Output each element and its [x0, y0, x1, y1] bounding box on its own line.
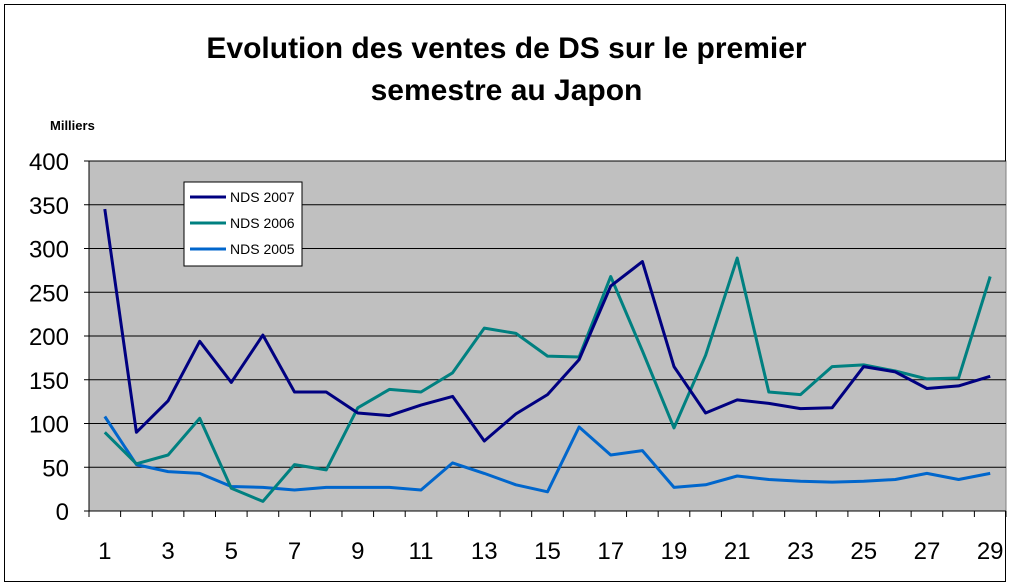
x-tick-label: 7 [288, 538, 301, 565]
x-tick-label: 13 [471, 538, 498, 565]
x-tick-label: 21 [724, 538, 751, 565]
x-tick-label: 11 [409, 538, 434, 565]
y-tick-label: 50 [42, 455, 69, 482]
x-tick-label: 9 [351, 538, 364, 565]
x-tick-label: 23 [787, 538, 814, 565]
y-tick-label: 250 [29, 280, 69, 307]
series-line-nds-2007 [103, 208, 991, 443]
series-line-nds-2006 [103, 256, 992, 503]
chart-title-line1: Evolution des ventes de DS sur le premie… [206, 32, 807, 65]
y-tick-label: 350 [29, 193, 69, 220]
series-line-nds-2005 [103, 415, 991, 494]
x-tick-label: 25 [850, 538, 877, 565]
x-tick-label: 27 [914, 538, 941, 565]
chart-title-line2: semestre au Japon [370, 74, 643, 107]
y-tick-label: 200 [29, 324, 69, 351]
y-tick-label: 100 [29, 412, 69, 439]
x-tick-label: 1 [98, 538, 111, 565]
x-tick-label: 5 [225, 538, 238, 565]
y-tick-label: 150 [29, 368, 69, 395]
x-tick-label: 15 [534, 538, 561, 565]
x-tick-label: 17 [597, 538, 624, 565]
legend-label: NDS 2006 [230, 215, 295, 231]
x-tick-label: 19 [661, 538, 688, 565]
x-tick-label: 29 [977, 538, 1004, 565]
y-unit-label: Milliers [50, 118, 95, 133]
chart-title: Evolution des ventes de DS sur le premie… [0, 28, 1013, 112]
legend-label: NDS 2007 [230, 189, 295, 205]
y-tick-label: 300 [29, 237, 69, 264]
legend-label: NDS 2005 [230, 241, 295, 257]
y-tick-label: 400 [29, 149, 69, 176]
y-tick-label: 0 [56, 499, 69, 526]
x-tick-label: 3 [161, 538, 174, 565]
